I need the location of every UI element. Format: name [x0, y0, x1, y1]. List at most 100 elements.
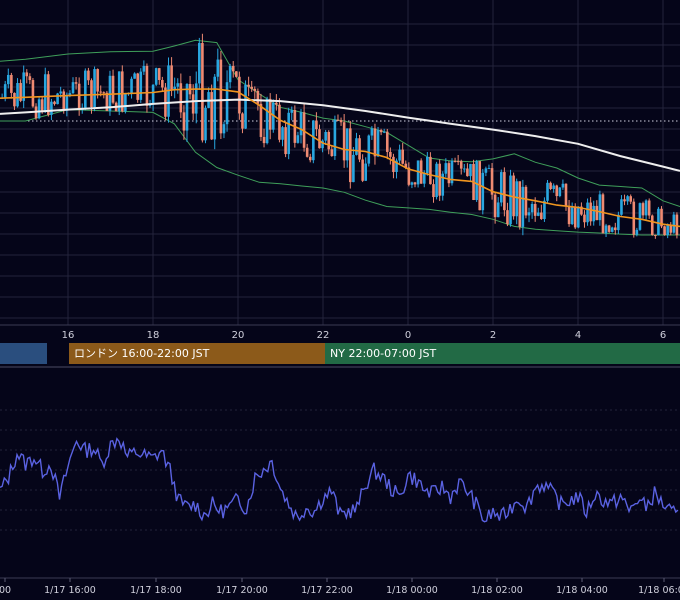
candle-body [305, 147, 309, 157]
candle-body [136, 73, 139, 100]
candle-body [395, 160, 398, 172]
candle-body [635, 229, 639, 235]
candle-body [93, 69, 96, 108]
candle-body [493, 194, 497, 218]
candle-body [130, 78, 133, 93]
candle-body [133, 73, 136, 79]
session-block [69, 343, 325, 364]
candle-body [564, 183, 568, 207]
candle-body [527, 212, 531, 216]
candle-body [148, 104, 152, 106]
candle-body [518, 181, 522, 227]
candle-body [475, 161, 478, 201]
candle-body [84, 70, 87, 108]
hour-axis: 16 18 20 22 0 2 4 6 [62, 330, 667, 341]
time-axis-label: 1/18 02:00 [471, 585, 523, 596]
time-axis: 00 1/17 16:00 1/17 18:00 1/17 20:00 1/17 22:… [0, 578, 680, 596]
candle-body [244, 84, 247, 129]
time-axis-label: 00 [0, 585, 11, 596]
candle-body [56, 93, 59, 105]
candle-body [275, 102, 278, 105]
candle-body [68, 93, 72, 96]
candle-body [552, 185, 555, 190]
candle-body [139, 71, 143, 100]
candle-body [265, 98, 269, 144]
candle-body [617, 214, 620, 231]
time-axis-label: 1/18 06:00 [638, 585, 680, 596]
candle-body [225, 82, 229, 125]
candle-body [444, 163, 448, 174]
candle-body [339, 120, 343, 123]
session-block [0, 343, 47, 364]
candle-body [583, 214, 586, 223]
candle-body [262, 136, 266, 144]
candle-body [543, 200, 546, 219]
candle-body [299, 112, 303, 136]
candle-body [247, 84, 250, 87]
candle-body [385, 131, 389, 152]
candle-body [669, 225, 673, 233]
candle-body [99, 91, 103, 93]
candle-body [213, 76, 217, 140]
candle-body [330, 149, 334, 157]
candle-body [302, 112, 306, 148]
candle-body [407, 167, 411, 185]
candle-body [376, 130, 380, 157]
candle-body [231, 65, 235, 72]
candle-body [327, 131, 331, 150]
candle-body [222, 124, 226, 134]
candle-body [142, 65, 146, 72]
candle-body [324, 131, 327, 141]
candle-body [290, 110, 294, 113]
candle-body [629, 196, 632, 202]
candle-body [361, 159, 364, 181]
candle-body [336, 119, 340, 121]
candle-body [546, 182, 549, 201]
hour-tick-label: 4 [575, 330, 581, 341]
candle-body [663, 226, 666, 235]
bollinger-lower-line [0, 109, 680, 236]
candle-body [161, 79, 164, 88]
candle-body [120, 71, 124, 112]
candle-body [194, 83, 198, 114]
candle-body [654, 235, 657, 236]
time-axis-label: 1/17 16:00 [44, 585, 96, 596]
candle-body [567, 206, 571, 225]
candle-body [524, 186, 528, 216]
hour-tick-label: 0 [405, 330, 411, 341]
candle-body [355, 138, 358, 155]
candle-body [466, 168, 469, 177]
candle-body [570, 206, 574, 225]
candle-body [382, 131, 386, 133]
candle-body [22, 72, 25, 101]
hour-tick-label: 20 [232, 330, 245, 341]
candle-body [438, 163, 441, 196]
candle-body [201, 42, 204, 141]
hour-tick-label: 16 [62, 330, 75, 341]
candle-body [170, 65, 173, 90]
candle-body [358, 138, 361, 160]
candle-body [19, 83, 22, 101]
candle-body [580, 206, 583, 215]
candle-body [173, 86, 176, 90]
candle-body [426, 156, 429, 174]
candle-body [496, 202, 500, 218]
candle-body [558, 187, 562, 197]
candle-body [441, 173, 445, 196]
candle-body [657, 208, 660, 235]
session-label: ロンドン 16:00-22:00 JST [74, 347, 210, 360]
candle-body [105, 92, 109, 111]
candle-body [179, 83, 183, 113]
candle-body [666, 225, 669, 235]
candle-body [238, 76, 241, 114]
candle-body [620, 199, 623, 215]
candle-body [228, 65, 232, 83]
candle-body [453, 160, 457, 162]
time-axis-label: 1/17 20:00 [216, 585, 268, 596]
hour-tick-label: 18 [147, 330, 160, 341]
candle-body [321, 140, 324, 149]
candle-body [490, 168, 494, 195]
candle-body [447, 163, 451, 184]
candle-body [25, 72, 29, 77]
candle-body [422, 173, 426, 184]
